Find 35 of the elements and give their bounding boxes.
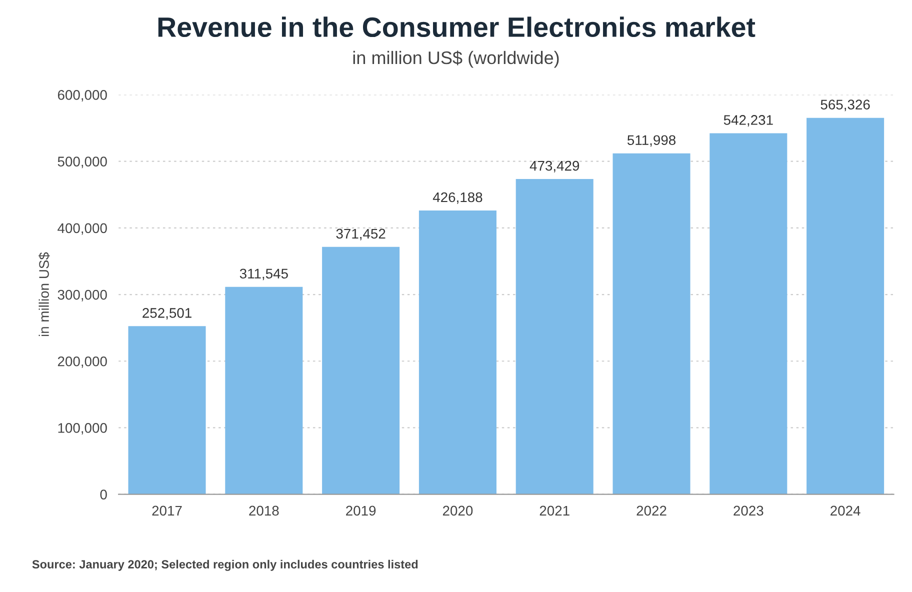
x-tick-label: 2017 xyxy=(152,506,182,516)
bar xyxy=(128,326,206,494)
y-tick-label: 400,000 xyxy=(58,223,107,235)
bar xyxy=(418,210,496,494)
x-tick-label: 2023 xyxy=(734,506,764,516)
x-tick-label: 2020 xyxy=(442,506,473,516)
data-label: 252,501 xyxy=(142,308,192,320)
y-tick-label: 600,000 xyxy=(58,90,107,102)
data-label: 473,429 xyxy=(530,160,580,172)
y-tick-label: 200,000 xyxy=(58,356,107,368)
x-tick-label: 2024 xyxy=(830,506,860,516)
data-label: 565,326 xyxy=(820,100,870,112)
bar xyxy=(225,286,303,494)
chart-title: Revenue in the Consumer Electronics market xyxy=(158,16,756,38)
data-label: 542,231 xyxy=(724,115,773,127)
y-tick-label: 0 xyxy=(100,490,107,500)
x-tick-label: 2021 xyxy=(540,506,570,516)
data-label: 511,998 xyxy=(627,135,676,147)
data-label: 426,188 xyxy=(432,192,482,204)
bar xyxy=(516,179,594,494)
y-tick-label: 100,000 xyxy=(58,423,107,435)
y-axis-title: in million US$ xyxy=(38,252,50,336)
y-tick-label: 500,000 xyxy=(58,156,107,168)
bar xyxy=(710,133,788,494)
chart-subtitle: in million US$ (worldwide) xyxy=(353,50,559,68)
y-tick-label: 300,000 xyxy=(58,290,107,302)
data-label: 311,545 xyxy=(240,268,288,280)
source-note: Source: January 2020; Selected region only includes countries listed xyxy=(32,560,418,571)
data-label: 371,452 xyxy=(336,228,386,240)
bar xyxy=(322,246,400,494)
x-tick-label: 2018 xyxy=(249,506,279,516)
x-tick-label: 2022 xyxy=(636,506,666,516)
x-tick-label: 2019 xyxy=(346,506,376,516)
bar xyxy=(806,118,884,494)
bar xyxy=(612,153,690,494)
